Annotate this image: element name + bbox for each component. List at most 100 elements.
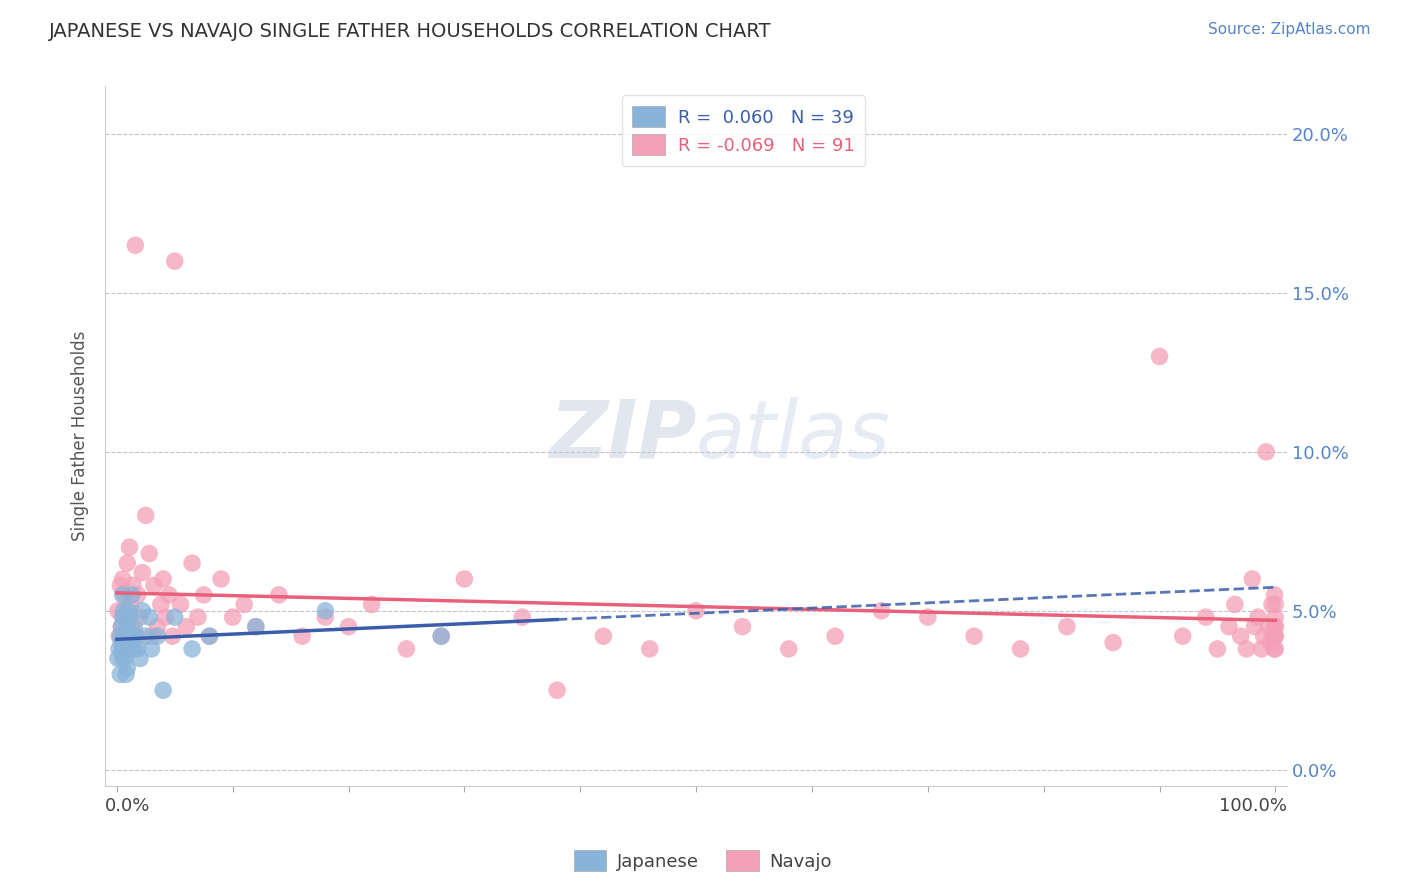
Point [1264, 598, 1286, 612]
Point [163, 610, 186, 624]
Point [115, 620, 138, 634]
Y-axis label: Single Father Households: Single Father Households [72, 331, 89, 541]
Point [110, 620, 132, 634]
Point [1264, 629, 1286, 643]
Point [1257, 620, 1279, 634]
Point [118, 610, 141, 624]
Point [112, 610, 135, 624]
Point [778, 641, 800, 656]
Point [267, 588, 290, 602]
Point [1264, 620, 1286, 634]
Point [169, 598, 191, 612]
Point [131, 604, 153, 618]
Point [1206, 641, 1229, 656]
Point [685, 604, 707, 618]
Point [131, 566, 153, 580]
Point [122, 620, 145, 634]
Point [1243, 620, 1265, 634]
Point [118, 540, 141, 554]
Point [108, 641, 131, 656]
Point [122, 641, 145, 656]
Point [112, 604, 135, 618]
Point [122, 578, 145, 592]
Point [430, 629, 453, 643]
Point [107, 604, 129, 618]
Point [115, 661, 138, 675]
Point [127, 641, 149, 656]
Point [117, 604, 139, 618]
Point [120, 629, 142, 643]
Point [1241, 572, 1264, 586]
Text: JAPANESE VS NAVAJO SINGLE FATHER HOUSEHOLDS CORRELATION CHART: JAPANESE VS NAVAJO SINGLE FATHER HOUSEHO… [49, 22, 772, 41]
Point [155, 610, 177, 624]
Point [124, 238, 146, 252]
Point [1264, 620, 1286, 634]
Point [963, 629, 986, 643]
Point [1195, 610, 1218, 624]
Point [181, 556, 204, 570]
Point [1250, 641, 1272, 656]
Point [1261, 598, 1284, 612]
Point [1264, 610, 1286, 624]
Point [245, 620, 267, 634]
Point [360, 598, 382, 612]
Point [198, 629, 221, 643]
Point [430, 629, 453, 643]
Text: atlas: atlas [696, 397, 891, 475]
Point [129, 651, 152, 665]
Point [122, 641, 145, 656]
Point [111, 610, 134, 624]
Point [110, 667, 132, 681]
Point [121, 620, 143, 634]
Point [121, 588, 143, 602]
Point [1223, 598, 1246, 612]
Point [110, 629, 132, 643]
Point [117, 641, 139, 656]
Point [1261, 629, 1284, 643]
Point [1256, 445, 1278, 459]
Point [115, 641, 138, 656]
Point [233, 598, 256, 612]
Point [111, 572, 134, 586]
Point [120, 598, 142, 612]
Point [114, 588, 136, 602]
Point [314, 610, 336, 624]
Point [1234, 641, 1257, 656]
Point [824, 629, 846, 643]
Point [917, 610, 939, 624]
Point [152, 683, 174, 698]
Point [291, 629, 314, 643]
Point [1229, 629, 1251, 643]
Point [176, 620, 198, 634]
Point [1010, 641, 1032, 656]
Legend: R =  0.060   N = 39, R = -0.069   N = 91: R = 0.060 N = 39, R = -0.069 N = 91 [621, 95, 865, 166]
Point [114, 629, 136, 643]
Point [108, 629, 131, 643]
Point [1149, 350, 1171, 364]
Point [138, 547, 160, 561]
Point [114, 651, 136, 665]
Point [314, 604, 336, 618]
Point [193, 588, 215, 602]
Point [111, 651, 134, 665]
Point [1056, 620, 1078, 634]
Point [107, 651, 129, 665]
Point [1218, 620, 1240, 634]
Point [245, 620, 267, 634]
Point [115, 556, 138, 570]
Point [124, 629, 146, 643]
Point [163, 254, 186, 268]
Point [1102, 635, 1125, 649]
Point [127, 588, 149, 602]
Point [198, 629, 221, 643]
Point [162, 629, 184, 643]
Point [115, 629, 138, 643]
Point [187, 610, 209, 624]
Point [129, 610, 152, 624]
Point [152, 572, 174, 586]
Point [146, 620, 169, 634]
Point [135, 629, 157, 643]
Point [157, 588, 180, 602]
Point [125, 629, 148, 643]
Point [110, 620, 132, 634]
